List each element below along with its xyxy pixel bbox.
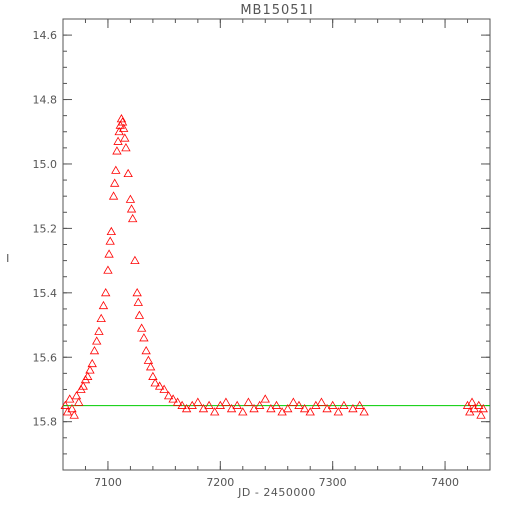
data-point (113, 136, 123, 145)
data-point (110, 178, 120, 187)
data-point (238, 407, 248, 416)
data-point (210, 407, 220, 416)
data-point (60, 400, 70, 409)
data-point (130, 255, 140, 265)
data-point (133, 297, 143, 306)
data-point (221, 397, 231, 406)
data-point (159, 384, 169, 393)
axis-ticks: 7100 7200 7300 7400 14.6 14.8 15.0 15.2 15.4 15.6… (33, 18, 491, 489)
data-point (71, 391, 82, 400)
data-point (125, 194, 136, 203)
data-point (204, 400, 214, 409)
data-point (474, 400, 484, 409)
data-point (120, 133, 130, 142)
data-point (106, 226, 117, 236)
data-point (316, 397, 327, 406)
data-point (123, 168, 133, 178)
data-point (94, 326, 104, 335)
data-point (87, 358, 97, 368)
data-point (141, 346, 151, 355)
data-point (96, 313, 106, 322)
x-tick-label: 7300 (319, 476, 347, 489)
data-point (260, 394, 270, 403)
data-point (177, 400, 187, 409)
data-point (327, 400, 338, 409)
data-point (148, 371, 158, 380)
data-point (69, 410, 79, 419)
data-point (305, 407, 315, 416)
data-point (154, 381, 165, 390)
data-point (111, 165, 121, 174)
data-point (117, 117, 128, 126)
data-point (136, 323, 147, 332)
data-point (139, 333, 149, 342)
data-point (145, 362, 156, 371)
data-point (127, 213, 138, 223)
data-point (78, 381, 88, 390)
data-point (467, 397, 477, 406)
data-point (348, 403, 358, 413)
data-point (126, 204, 137, 213)
y-tick-label: 15.2 (33, 222, 58, 235)
data-point (103, 265, 113, 274)
x-tick-label: 7400 (431, 476, 459, 489)
data-point (98, 300, 109, 310)
data-point (92, 336, 102, 345)
data-point (359, 407, 369, 416)
y-axis-label: I (6, 252, 10, 265)
data-point (85, 365, 95, 374)
data-point (294, 400, 304, 409)
y-tick-label: 15.4 (33, 287, 58, 300)
data-point (101, 288, 111, 297)
data-point (333, 407, 343, 416)
data-point (243, 397, 254, 406)
data-points (60, 114, 488, 419)
data-point (116, 114, 127, 123)
data-point (163, 391, 174, 400)
data-point (232, 400, 242, 409)
data-point (271, 400, 282, 409)
chart-title: MB15051I (240, 3, 313, 18)
data-point (193, 397, 203, 406)
data-point (172, 397, 183, 406)
y-tick-label: 14.6 (33, 29, 58, 42)
data-point (132, 288, 142, 297)
data-point (288, 397, 299, 406)
data-point (354, 400, 365, 409)
data-point (67, 403, 77, 413)
data-point (143, 355, 154, 364)
data-point (118, 123, 129, 132)
data-point (65, 394, 75, 403)
data-point (105, 236, 115, 245)
data-point (112, 146, 122, 155)
y-tick-label: 15.8 (33, 416, 58, 429)
data-point (83, 371, 93, 380)
data-point (476, 410, 486, 419)
data-point (121, 143, 131, 152)
x-tick-label: 7200 (206, 476, 234, 489)
y-tick-label: 15.0 (33, 158, 58, 171)
data-point (89, 346, 100, 355)
x-tick-label: 7100 (94, 476, 122, 489)
data-point (283, 403, 293, 413)
data-point (299, 403, 310, 413)
data-point (339, 400, 349, 409)
data-point (108, 191, 119, 200)
data-point (168, 394, 178, 403)
x-axis-label: JD - 2450000 (237, 486, 316, 499)
data-point (134, 310, 145, 319)
data-point (150, 378, 160, 387)
data-point (478, 403, 488, 413)
data-point (104, 249, 114, 258)
y-tick-label: 15.6 (33, 351, 58, 364)
y-tick-label: 14.8 (33, 94, 58, 107)
data-point (74, 397, 84, 406)
data-point (254, 400, 265, 409)
